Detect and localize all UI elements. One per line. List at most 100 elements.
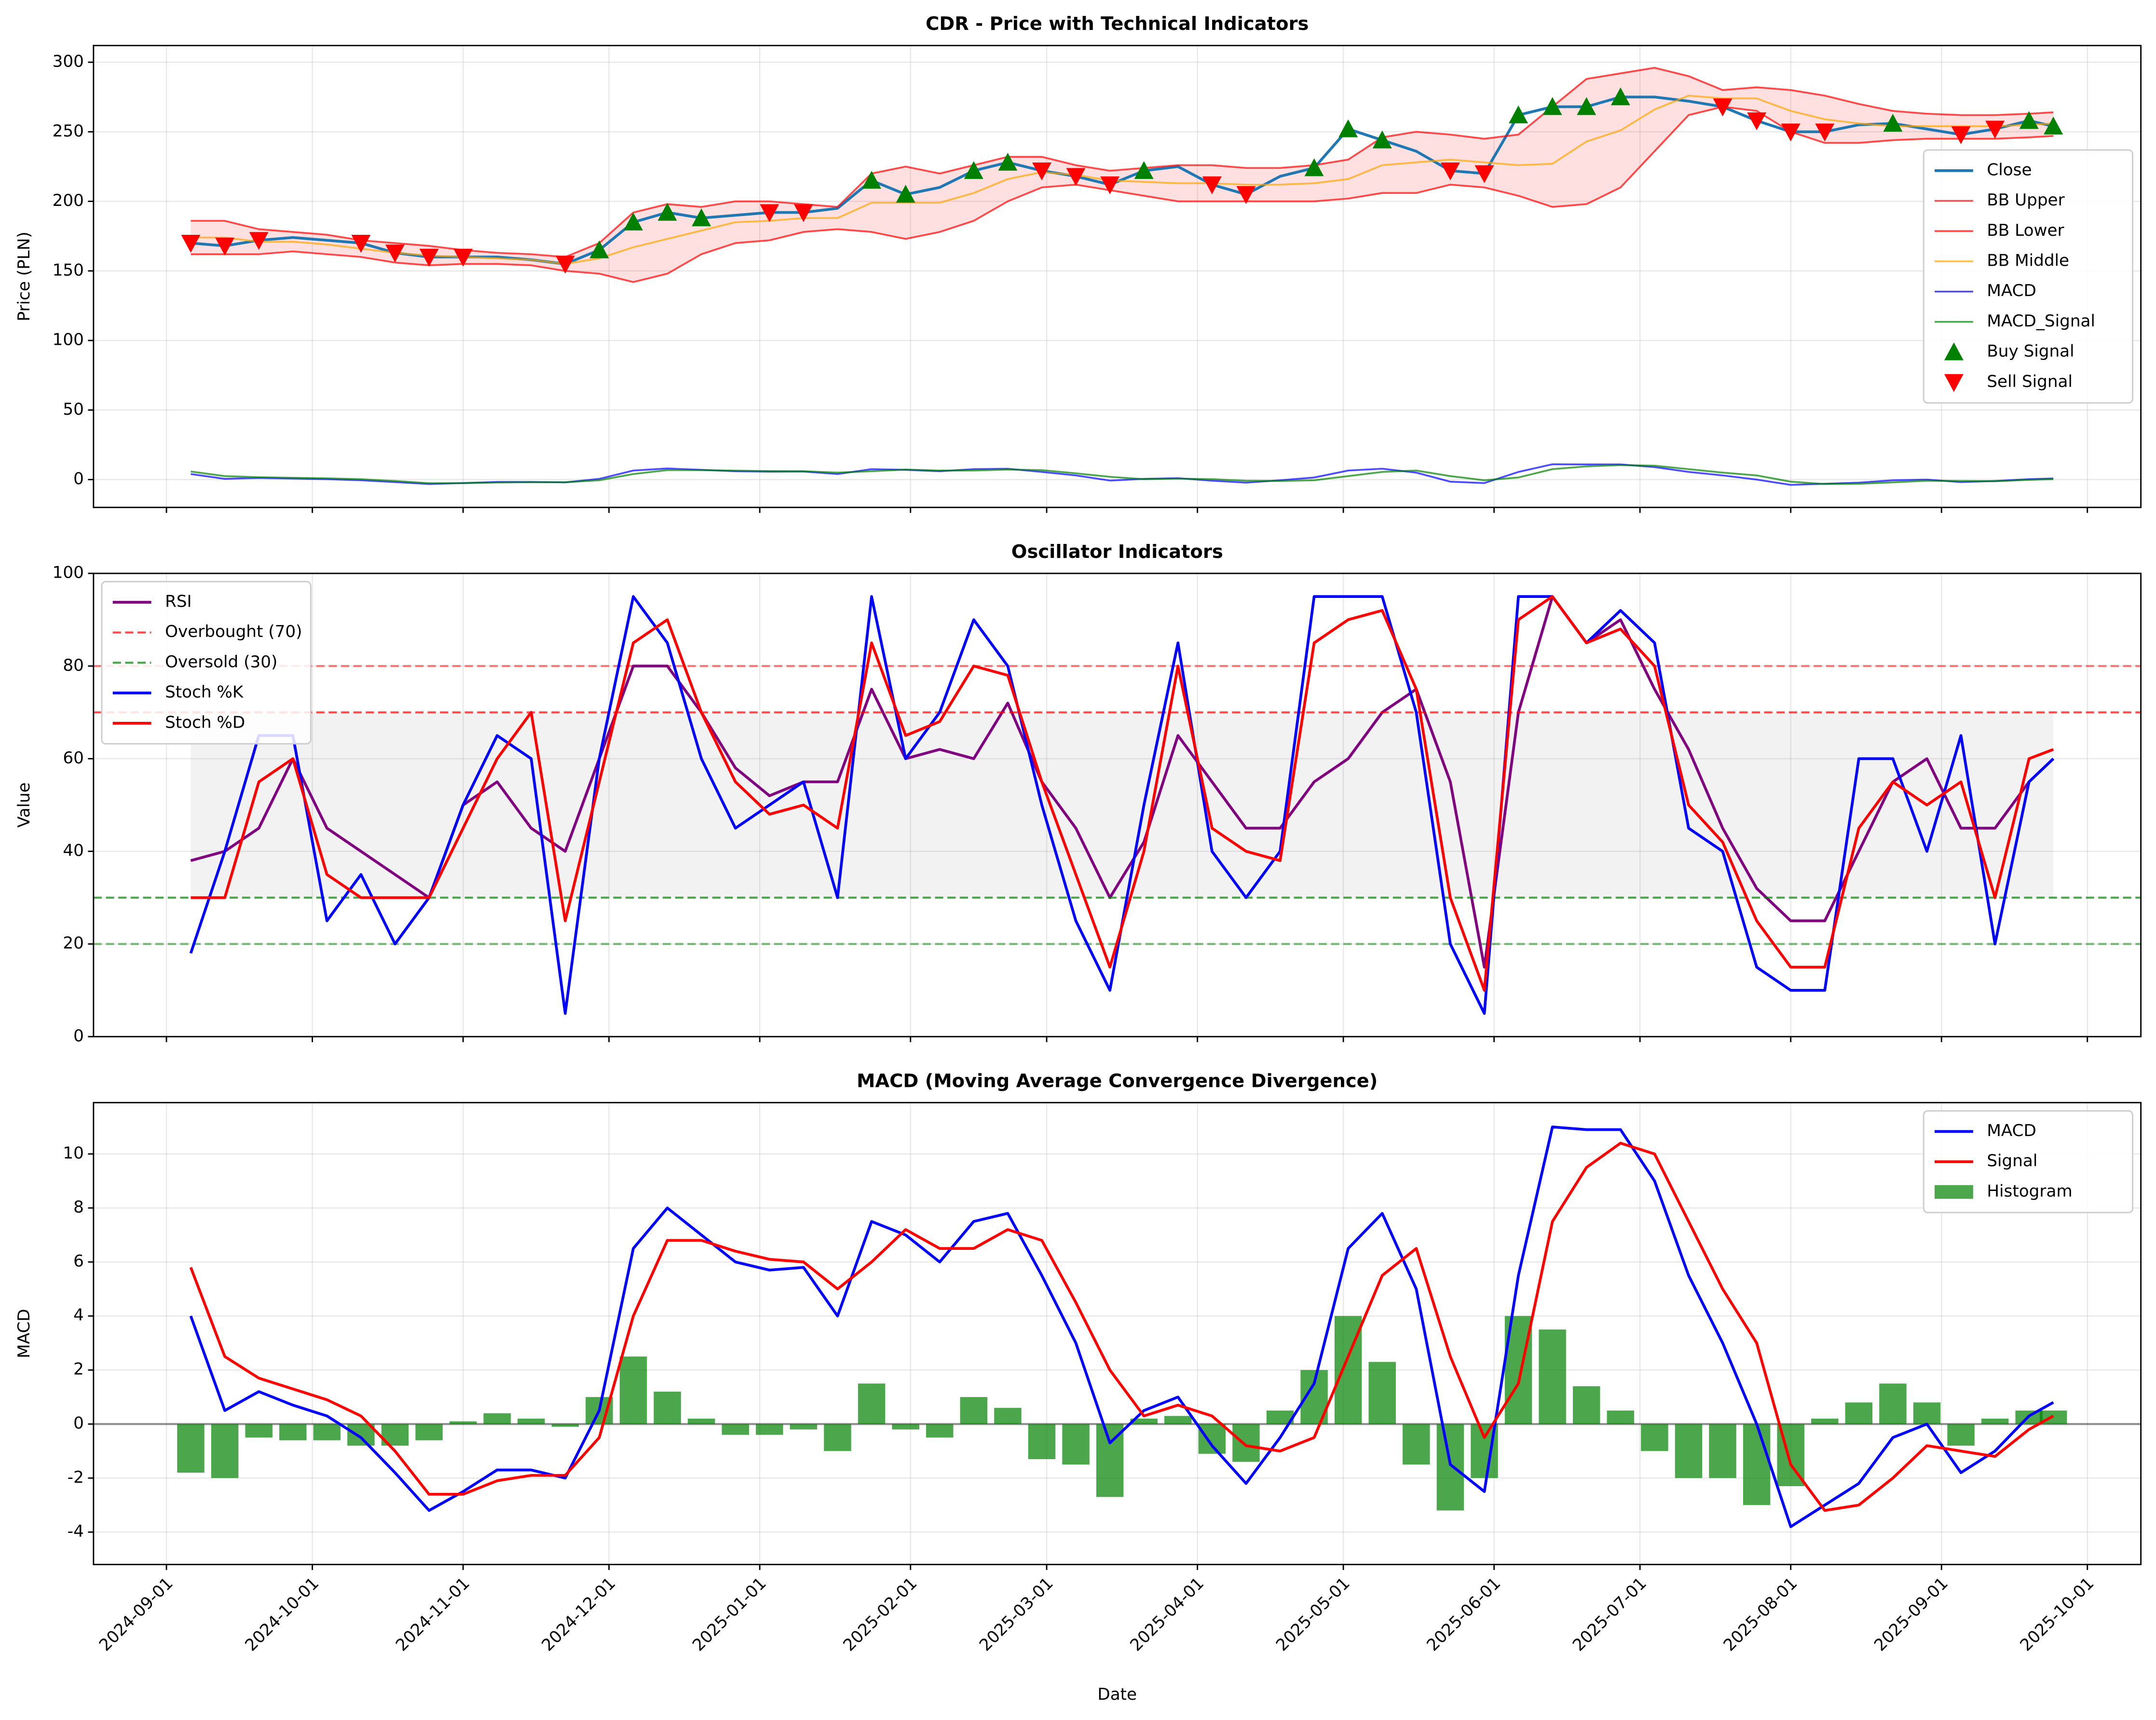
signal-marker (1815, 123, 1835, 142)
panel-title: CDR - Price with Technical Indicators (926, 13, 1309, 35)
signal-marker (1610, 87, 1630, 106)
histogram-bar (1641, 1424, 1668, 1451)
signal-marker (555, 256, 575, 274)
x-tick-label: 2025-10-01 (2017, 1574, 2098, 1655)
y-tick-label: 40 (63, 841, 84, 860)
legend: MACD Signal Histogram (1923, 1110, 2133, 1214)
histogram-bar (687, 1419, 715, 1424)
histogram-bar (518, 1419, 545, 1424)
signal-marker (2044, 116, 2063, 135)
histogram-bar (1675, 1424, 1703, 1478)
histogram-bar (960, 1397, 988, 1424)
y-axis-label: Price (PLN) (14, 231, 34, 321)
y-tick-label: 100 (53, 563, 84, 582)
histogram-bar (245, 1424, 273, 1438)
signal-marker (1066, 168, 1086, 186)
signal-marker (2019, 111, 2039, 129)
signal-marker (624, 212, 643, 230)
histogram-bar (858, 1383, 886, 1424)
signal-marker (692, 208, 711, 227)
histogram-bar (1232, 1424, 1260, 1462)
y-tick-label: -2 (68, 1468, 84, 1487)
x-tick-label: 2025-07-01 (1569, 1574, 1651, 1655)
signal-marker (896, 185, 915, 203)
legend-label: Stoch %K (165, 683, 244, 702)
histogram-bar (1913, 1402, 1941, 1424)
histogram-bar (1368, 1362, 1396, 1424)
legend-label: Stoch %D (165, 713, 245, 732)
legend-label: BB Lower (1987, 221, 2064, 240)
histogram-bar (1572, 1386, 1600, 1424)
signal-marker (1440, 162, 1460, 181)
series-line (191, 95, 2054, 265)
x-tick-label: 2025-02-01 (840, 1574, 921, 1655)
legend-label: Sell Signal (1987, 372, 2073, 391)
signal-marker (1509, 105, 1528, 123)
series-line (189, 595, 2055, 1015)
plot-background (93, 45, 2141, 508)
x-tick-label: 2025-04-01 (1126, 1574, 1208, 1655)
plot-frame (93, 572, 2142, 1038)
plot-frame (93, 44, 2142, 508)
y-tick-label: 6 (73, 1252, 84, 1271)
signal-marker (1542, 97, 1562, 115)
series-line (190, 595, 2055, 969)
histogram-bar (654, 1392, 681, 1424)
legend-label: Oversold (30) (165, 652, 277, 672)
histogram-bar (1062, 1424, 1090, 1465)
signal-marker (1474, 165, 1494, 183)
histogram-bar (347, 1424, 375, 1446)
histogram-bar (1403, 1424, 1430, 1465)
series-line (191, 595, 2054, 992)
legend-label: MACD_Signal (1987, 311, 2095, 331)
signal-marker (1781, 123, 1801, 142)
signal-marker (589, 240, 609, 258)
histogram-bar (1607, 1410, 1635, 1424)
signal-marker (385, 244, 405, 263)
histogram-bar (790, 1424, 818, 1430)
y-tick-label: 0 (73, 469, 84, 488)
legend: RSI Overbought (70) Oversold (30) Stoch %K S… (101, 581, 312, 745)
series-line (191, 106, 2054, 283)
signal-marker (1032, 162, 1051, 181)
histogram-bar (1130, 1419, 1158, 1424)
signal-marker (453, 248, 473, 267)
histogram-bar (1539, 1329, 1566, 1424)
legend-box (1923, 1110, 2133, 1214)
series-line (189, 1125, 2054, 1528)
signal-marker (249, 232, 269, 250)
histogram-bar (994, 1408, 1022, 1424)
signal-marker (793, 204, 813, 222)
histogram-bar (619, 1356, 647, 1424)
y-tick-label: 50 (63, 400, 84, 419)
histogram-bar (1198, 1424, 1226, 1454)
legend-swatch (1935, 1185, 1973, 1199)
x-tick-label: 2024-10-01 (241, 1574, 323, 1655)
panel-title: Oscillator Indicators (1011, 541, 1223, 563)
legend-marker (1944, 342, 1964, 361)
signal-marker (1202, 176, 1222, 194)
signal-marker (1338, 119, 1358, 137)
signal-marker (1985, 121, 2005, 139)
legend: Close BB Upper BB Lower BB Middle MACD MACD_S… (1923, 149, 2133, 404)
histogram-bar (1164, 1416, 1192, 1424)
plot-frame (93, 1102, 2142, 1565)
shaded-band (191, 712, 2054, 898)
histogram-bar (1811, 1419, 1839, 1424)
x-tick-label: 2025-08-01 (1720, 1574, 1801, 1655)
y-tick-label: 100 (53, 330, 84, 350)
signal-marker (1304, 158, 1324, 176)
signal-marker (215, 237, 235, 256)
histogram-bar (1709, 1424, 1736, 1478)
x-tick-label: 2024-12-01 (538, 1574, 619, 1655)
signal-marker (1747, 112, 1767, 131)
x-tick-label: 2024-09-01 (96, 1574, 177, 1655)
histogram-bar (1879, 1383, 1907, 1424)
signal-marker (1372, 130, 1392, 149)
legend-label: MACD (1987, 281, 2036, 300)
signal-marker (351, 235, 371, 253)
signal-marker (1134, 161, 1154, 179)
histogram-bar (892, 1424, 919, 1430)
histogram-bar (722, 1424, 749, 1435)
legend-box (101, 581, 312, 745)
